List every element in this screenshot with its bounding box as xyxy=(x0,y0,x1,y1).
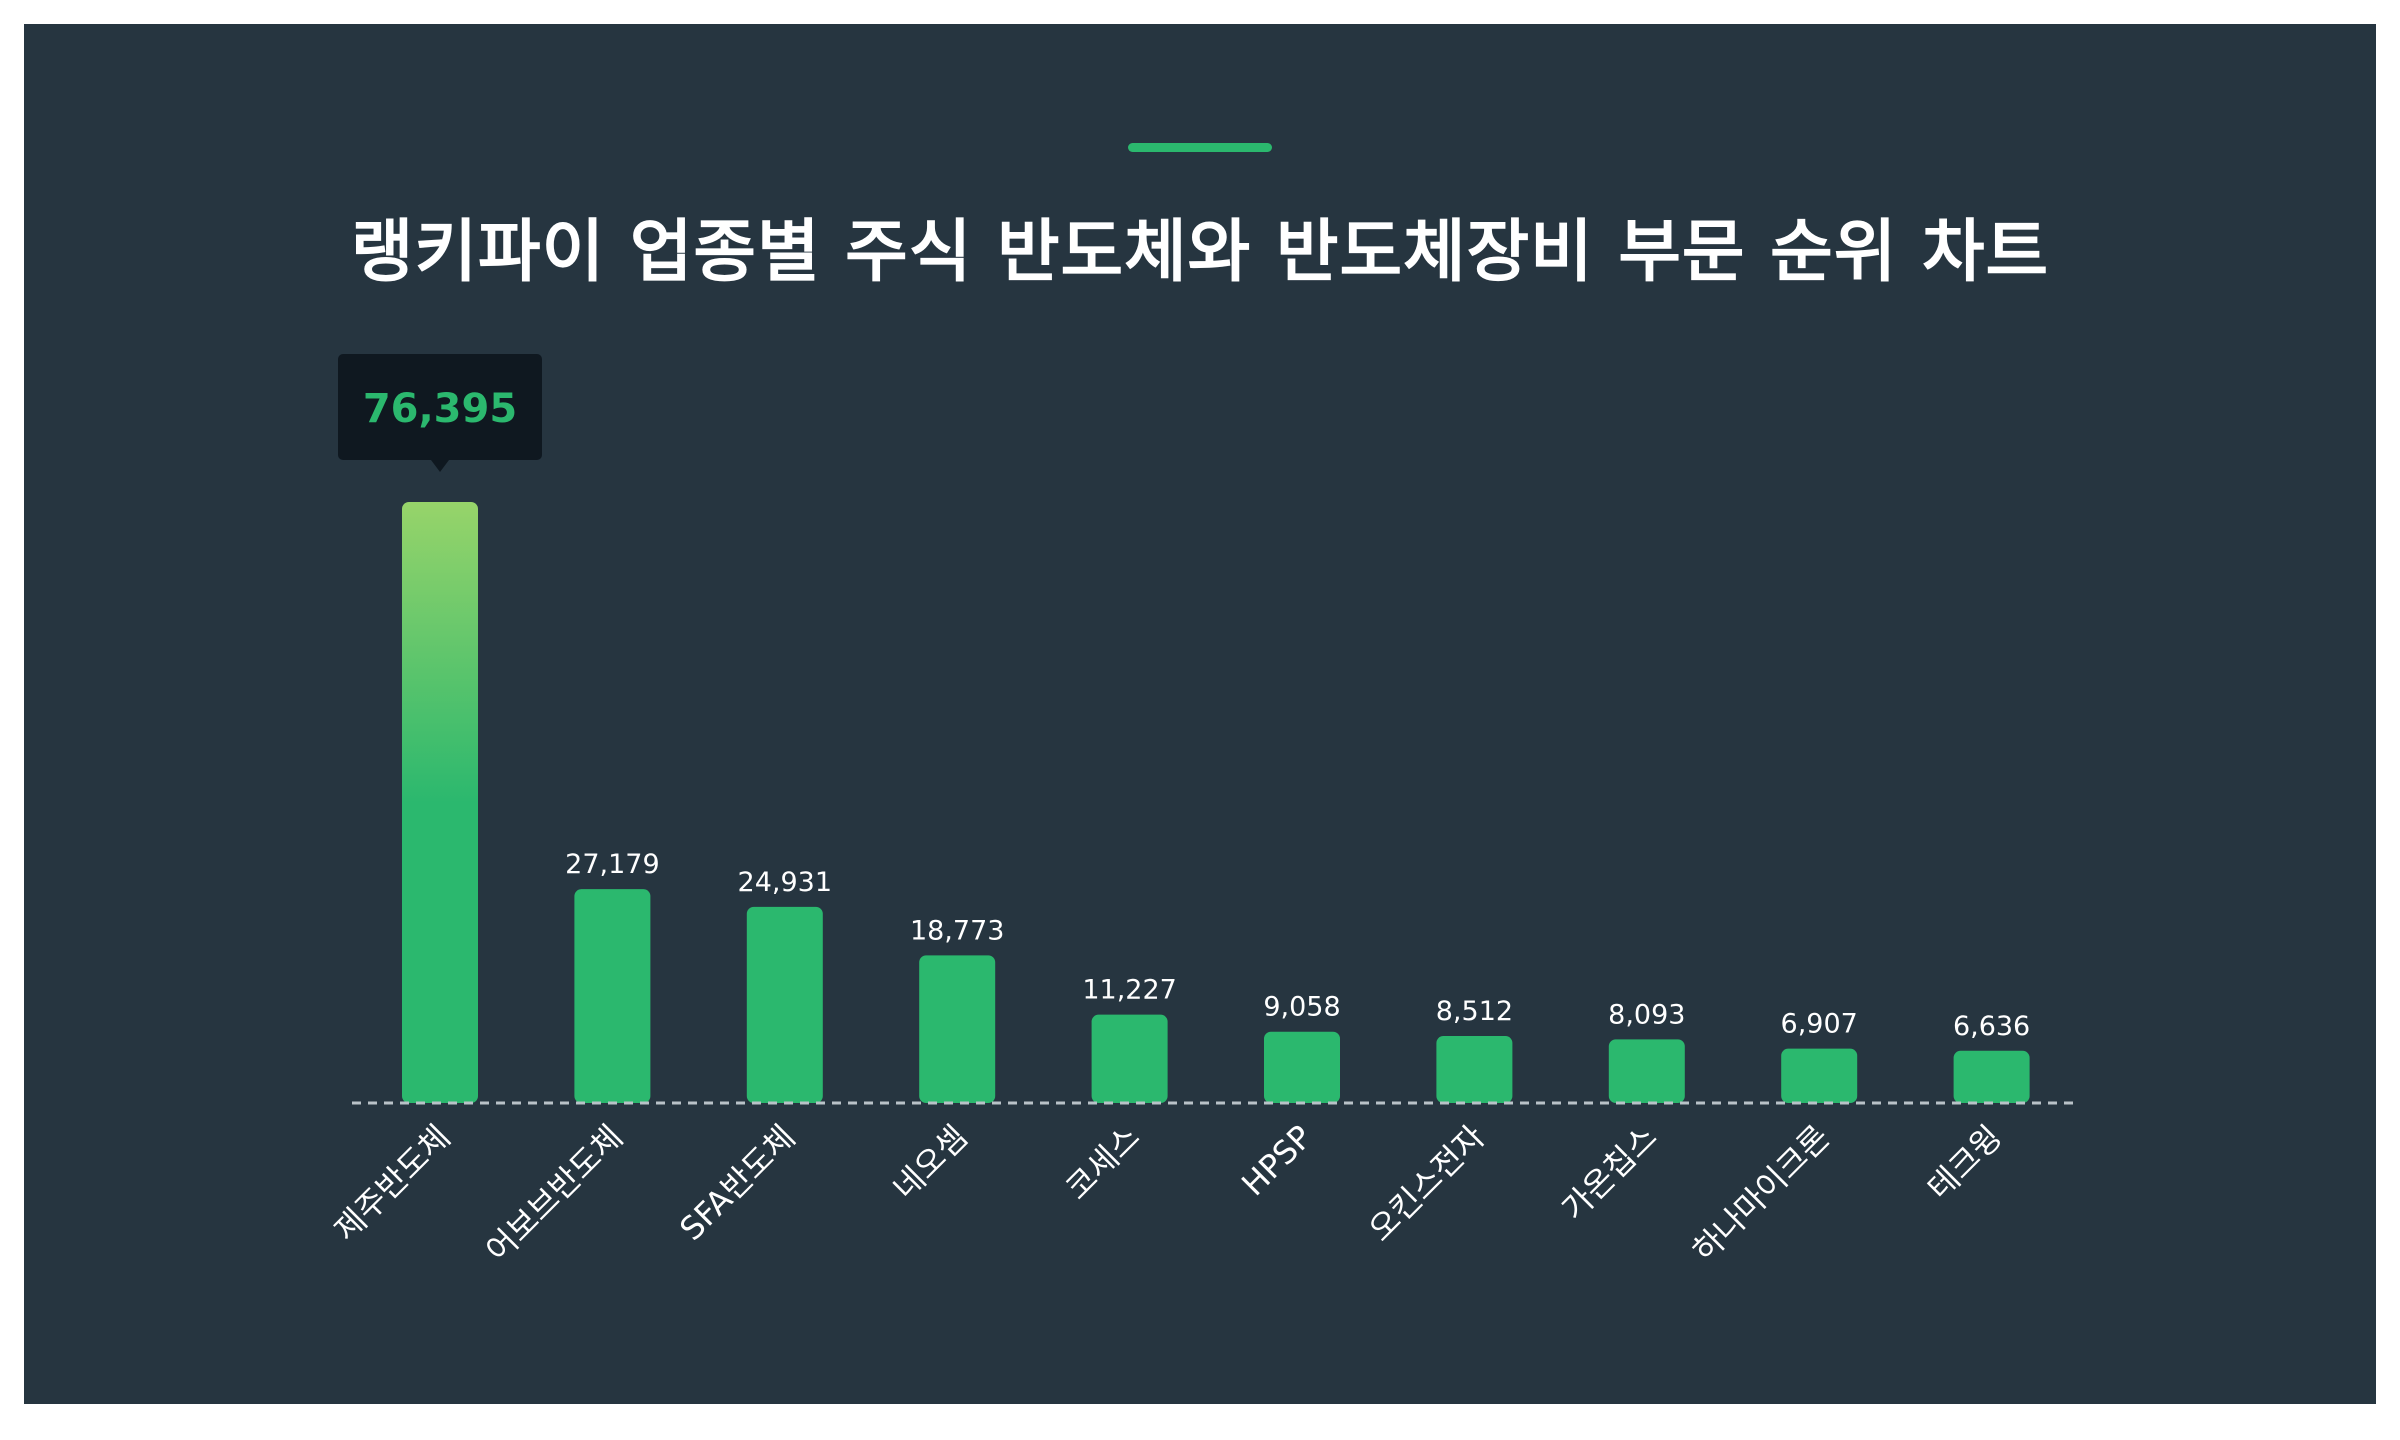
bar-10[interactable] xyxy=(1953,1050,2030,1103)
data-label-4: 18,773 xyxy=(910,915,1004,946)
bar-9[interactable] xyxy=(1781,1048,1858,1103)
data-label-10: 6,636 xyxy=(1953,1011,2030,1042)
data-label-9: 6,907 xyxy=(1781,1009,1858,1040)
data-label-6: 9,058 xyxy=(1263,992,1340,1023)
bar-6[interactable] xyxy=(1264,1031,1340,1103)
data-label-8: 8,093 xyxy=(1608,999,1685,1030)
bar-4[interactable] xyxy=(919,955,996,1103)
x-tick-label-9: 하나마이크론 xyxy=(1685,1118,1837,1270)
x-tick-label-6: HPSP xyxy=(1234,1118,1320,1204)
title-accent-line xyxy=(1128,143,1272,152)
x-tick-label-5: 코세스 xyxy=(1058,1118,1147,1207)
tooltip-box xyxy=(338,354,542,460)
x-tick-label-2: 어보브반도체 xyxy=(478,1118,630,1270)
bar-8[interactable] xyxy=(1608,1039,1685,1103)
tooltip-value: 76,395 xyxy=(363,386,517,432)
bar-1[interactable] xyxy=(402,502,478,1103)
bar-2[interactable] xyxy=(574,889,651,1103)
x-tick-label-4: 네오셈 xyxy=(886,1118,975,1207)
x-tick-label-10: 테크윙 xyxy=(1920,1118,2009,1207)
bar-3[interactable] xyxy=(746,906,823,1103)
bar-5[interactable] xyxy=(1091,1014,1168,1103)
data-label-3: 24,931 xyxy=(738,867,832,898)
data-label-5: 11,227 xyxy=(1082,975,1176,1006)
x-tick-label-8: 가온칩스 xyxy=(1554,1118,1664,1228)
x-tick-label-3: SFA반도체 xyxy=(672,1118,802,1248)
chart-title: 랭키파이 업종별 주식 반도체와 반도체장비 부문 순위 차트 xyxy=(350,213,2050,292)
x-tick-label-7: 오킨스전자 xyxy=(1361,1118,1492,1249)
x-tick-label-1: 제주반도체 xyxy=(327,1118,458,1249)
tooltip-pointer xyxy=(431,460,449,472)
data-label-7: 8,512 xyxy=(1436,996,1513,1027)
data-label-2: 27,179 xyxy=(565,849,659,880)
value-tooltip: 76,395 xyxy=(338,354,542,472)
bar-7[interactable] xyxy=(1436,1036,1513,1103)
